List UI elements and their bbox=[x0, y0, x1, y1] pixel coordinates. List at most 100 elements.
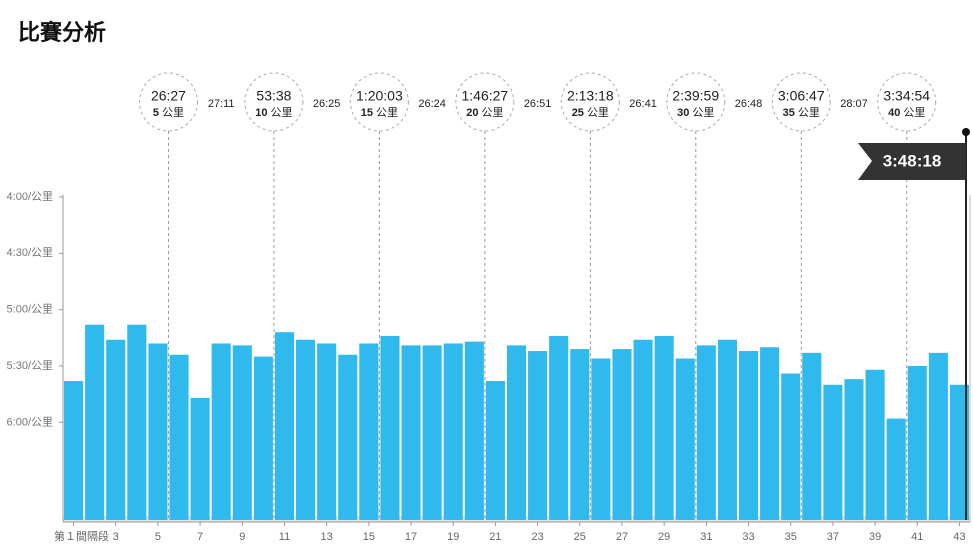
split-km: 10 bbox=[255, 107, 267, 119]
split-circle bbox=[877, 72, 937, 132]
x-tick-label: 11 bbox=[279, 531, 290, 542]
bar bbox=[106, 339, 126, 520]
x-tick-label: 21 bbox=[489, 531, 501, 542]
split-distance: 5 公里 bbox=[153, 106, 184, 119]
bar bbox=[359, 343, 379, 520]
interval-time: 28:07 bbox=[840, 98, 868, 110]
split-time: 3:34:54 bbox=[883, 88, 930, 104]
split-time: 1:46:27 bbox=[462, 88, 509, 104]
split-km: 35 bbox=[783, 107, 795, 119]
bar bbox=[760, 347, 780, 520]
x-tick-label: 7 bbox=[197, 531, 203, 542]
split-circle bbox=[138, 72, 198, 132]
x-tick-label: 35 bbox=[785, 531, 797, 542]
split-circle bbox=[244, 72, 304, 132]
split-unit: 公里 bbox=[481, 106, 503, 119]
split-distance: 25 公里 bbox=[572, 106, 609, 119]
split-km: 30 bbox=[677, 107, 689, 119]
finish-time: 3:48:18 bbox=[883, 151, 942, 170]
split-distance: 30 公里 bbox=[677, 106, 714, 119]
split-unit: 公里 bbox=[376, 106, 398, 119]
split-km: 5 bbox=[153, 107, 159, 119]
x-tick-label: 27 bbox=[616, 531, 628, 542]
bar bbox=[317, 343, 337, 520]
split-unit: 公里 bbox=[587, 106, 609, 119]
bar bbox=[738, 350, 759, 520]
split-time: 2:13:18 bbox=[567, 88, 614, 104]
bar bbox=[675, 358, 695, 520]
x-tick-label: 43 bbox=[953, 531, 965, 542]
bar bbox=[654, 335, 674, 520]
bar bbox=[570, 349, 590, 520]
bar bbox=[85, 324, 105, 520]
split-km: 15 bbox=[361, 107, 373, 119]
split-circle bbox=[666, 72, 726, 132]
split-time: 26:27 bbox=[151, 88, 186, 104]
x-tick-label: 9 bbox=[239, 531, 245, 542]
bar bbox=[422, 345, 442, 520]
split-unit: 公里 bbox=[162, 106, 184, 119]
bar bbox=[865, 369, 885, 520]
bar bbox=[169, 354, 189, 520]
split-circle bbox=[560, 72, 620, 132]
bar bbox=[190, 397, 210, 520]
interval-time: 26:25 bbox=[313, 98, 341, 110]
bar bbox=[949, 384, 969, 520]
x-tick-label: 39 bbox=[869, 531, 881, 542]
x-tick-label: 19 bbox=[447, 531, 459, 542]
bar bbox=[907, 366, 927, 520]
x-tick-label: 29 bbox=[658, 531, 670, 542]
bar bbox=[506, 345, 527, 520]
split-km: 25 bbox=[572, 107, 584, 119]
bar bbox=[211, 343, 231, 520]
finish-dot bbox=[962, 128, 970, 136]
bar bbox=[464, 341, 484, 520]
bar bbox=[485, 381, 505, 520]
interval-time: 26:51 bbox=[524, 98, 552, 110]
bar bbox=[696, 345, 716, 520]
bar bbox=[781, 373, 801, 520]
interval-time: 26:48 bbox=[735, 98, 763, 110]
bar bbox=[633, 339, 653, 520]
y-tick-label: 5:00/公里 bbox=[7, 303, 53, 316]
x-tick-label: 13 bbox=[321, 531, 333, 542]
bar bbox=[443, 343, 463, 520]
bar bbox=[823, 384, 843, 520]
bar bbox=[612, 349, 632, 520]
bar bbox=[591, 358, 611, 520]
y-tick-label: 5:30/公里 bbox=[7, 359, 53, 372]
interval-time: 26:41 bbox=[629, 98, 657, 110]
bar bbox=[717, 339, 737, 520]
bar bbox=[127, 324, 147, 520]
x-tick-label: 17 bbox=[405, 531, 417, 542]
x-tick-label: 25 bbox=[574, 531, 586, 542]
bar bbox=[802, 352, 822, 520]
x-tick-label: 15 bbox=[363, 531, 375, 542]
split-time: 1:20:03 bbox=[356, 88, 403, 104]
split-unit: 公里 bbox=[798, 106, 820, 119]
split-circle bbox=[455, 72, 515, 132]
y-tick-label: 4:00/公里 bbox=[7, 190, 53, 203]
x-tick-label: 3 bbox=[113, 531, 119, 542]
split-circle bbox=[771, 72, 831, 132]
bar bbox=[338, 354, 358, 520]
x-tick-label: 第１間隔段 bbox=[54, 529, 109, 542]
x-tick-label: 23 bbox=[531, 531, 543, 542]
interval-time: 26:24 bbox=[418, 98, 446, 110]
bar bbox=[528, 350, 548, 520]
bar bbox=[232, 345, 252, 520]
interval-time: 27:11 bbox=[208, 98, 235, 110]
bar bbox=[253, 356, 273, 520]
bar bbox=[296, 339, 316, 520]
split-unit: 公里 bbox=[692, 106, 714, 119]
split-unit: 公里 bbox=[903, 106, 925, 119]
x-tick-label: 31 bbox=[700, 531, 712, 542]
x-tick-label: 5 bbox=[155, 531, 161, 542]
split-time: 3:06:47 bbox=[778, 88, 825, 104]
finish-flag bbox=[858, 143, 966, 180]
bar bbox=[380, 335, 400, 520]
bar bbox=[64, 381, 84, 520]
split-distance: 20 公里 bbox=[466, 106, 503, 119]
bar bbox=[928, 352, 948, 520]
